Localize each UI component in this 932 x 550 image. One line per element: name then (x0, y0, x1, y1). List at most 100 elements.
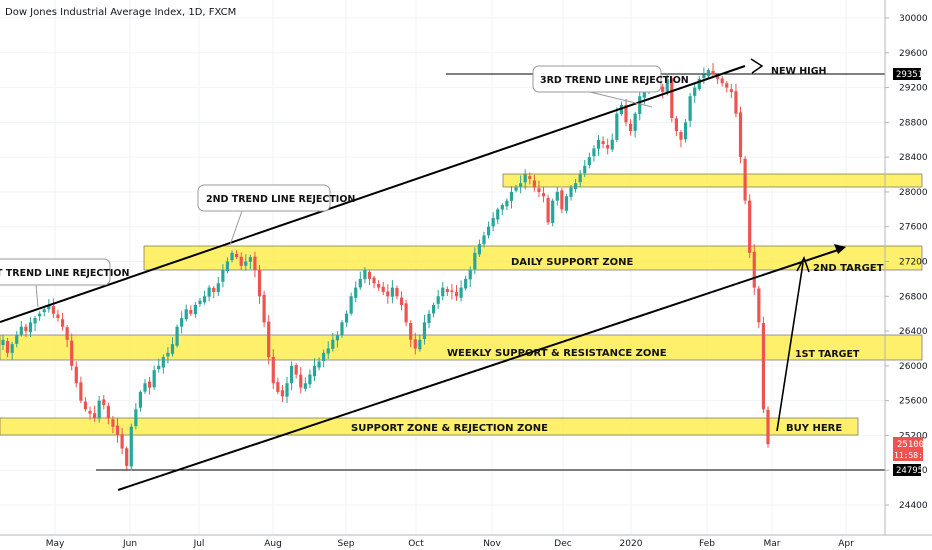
candle-body (409, 322, 413, 340)
candle-body (367, 271, 372, 279)
candle-body (560, 190, 564, 210)
candle-body (683, 122, 688, 140)
candle-body (519, 183, 523, 187)
candle-body (70, 340, 74, 366)
new-high-tag-bg (893, 68, 921, 80)
candle-body (578, 174, 582, 183)
candle-body (28, 322, 33, 333)
candle-body (88, 410, 92, 414)
candle-body (326, 348, 330, 354)
callout-third-text: 3RD TREND LINE REJECTION (540, 75, 689, 86)
callout-first-box (0, 258, 111, 286)
candle-body (257, 269, 262, 297)
current-price-tag-bg (893, 437, 923, 461)
time-tick-label: Mar (764, 539, 781, 549)
candle-body (486, 226, 491, 236)
time-axis[interactable]: May Jun Jul Aug Sep Oct Nov Dec 2020 Feb Mar Apr (46, 539, 854, 549)
candle-body (482, 235, 486, 245)
time-tick-label: Apr (838, 539, 854, 549)
candle-body (5, 341, 10, 353)
candle-body (413, 339, 417, 349)
price-tick-label: 29200 (899, 84, 928, 94)
upper-trend-line (0, 65, 746, 323)
candle-body (363, 270, 367, 280)
candle-body (706, 70, 711, 77)
candle-body (74, 366, 78, 384)
candle-body (665, 78, 669, 92)
candle-body (10, 344, 14, 353)
candle-body (757, 288, 761, 323)
candle-body (761, 323, 766, 410)
candle-body (633, 113, 637, 131)
time-tick-label: Feb (699, 539, 715, 549)
new-high-tag: 29351 (896, 70, 923, 80)
candle-body (102, 399, 106, 405)
time-tick-label: Oct (408, 539, 424, 549)
candle-body (106, 405, 110, 419)
candle-body (418, 339, 422, 350)
candle-body (583, 165, 587, 174)
target-arrow-line (776, 262, 804, 432)
support-rejection-zone (0, 417, 859, 436)
candle-body (180, 318, 184, 327)
candle-body (134, 409, 138, 427)
candle-body (358, 278, 362, 288)
candle-body (193, 304, 197, 315)
candle-body (280, 390, 285, 397)
candle-body (564, 196, 569, 211)
candle-body (60, 319, 65, 327)
candle-body (175, 326, 179, 346)
candle-body (587, 157, 591, 166)
new-high-label: NEW HIGH (771, 66, 827, 77)
candle-body (509, 191, 514, 201)
candle-body (537, 188, 541, 192)
candle-body (381, 286, 385, 292)
candle-body (97, 400, 101, 419)
callout-second-pointer (229, 210, 243, 246)
candle-body (766, 409, 770, 445)
candle-body (1, 339, 5, 345)
candle-body (702, 74, 706, 79)
candle-body (569, 187, 573, 197)
candle-body (390, 287, 394, 297)
candle-body (42, 309, 46, 313)
candle-body (725, 83, 729, 88)
candle-body (592, 148, 596, 157)
candle-body (477, 244, 482, 255)
upper-zone (502, 173, 923, 188)
weekly-support-resistance-zone (0, 334, 923, 361)
candle-body (610, 139, 614, 150)
candle-body (473, 252, 477, 270)
candle-body (541, 193, 546, 197)
candle-body (436, 296, 440, 304)
candle-body (93, 413, 97, 419)
price-tick-label: 25600 (899, 397, 928, 407)
callout-first-text: T TREND LINE REJECTION (0, 268, 129, 279)
price-tick-label: 26800 (899, 292, 928, 302)
candle-body (38, 313, 42, 317)
candle-body (431, 304, 436, 314)
candle-body (207, 287, 211, 297)
candle-body (496, 209, 500, 220)
candle-body (422, 322, 427, 340)
time-tick-label: Jun (122, 539, 137, 549)
candle-body (661, 86, 665, 92)
candle-body (248, 257, 252, 262)
candle-body (244, 261, 248, 266)
candle-body (152, 370, 156, 388)
candle-body (271, 357, 275, 384)
candle-body (674, 118, 678, 132)
candle-body (24, 326, 28, 332)
candle-body (720, 78, 724, 84)
candle-body (184, 309, 188, 320)
price-tick-label: 28800 (899, 118, 928, 128)
candle-body (267, 321, 271, 358)
candle-body (679, 131, 683, 140)
candle-body (125, 448, 129, 466)
candle-body (628, 123, 633, 132)
candle-body (56, 314, 60, 319)
candle-body (454, 292, 459, 297)
candle-body (514, 187, 518, 191)
candle-body (198, 300, 202, 304)
